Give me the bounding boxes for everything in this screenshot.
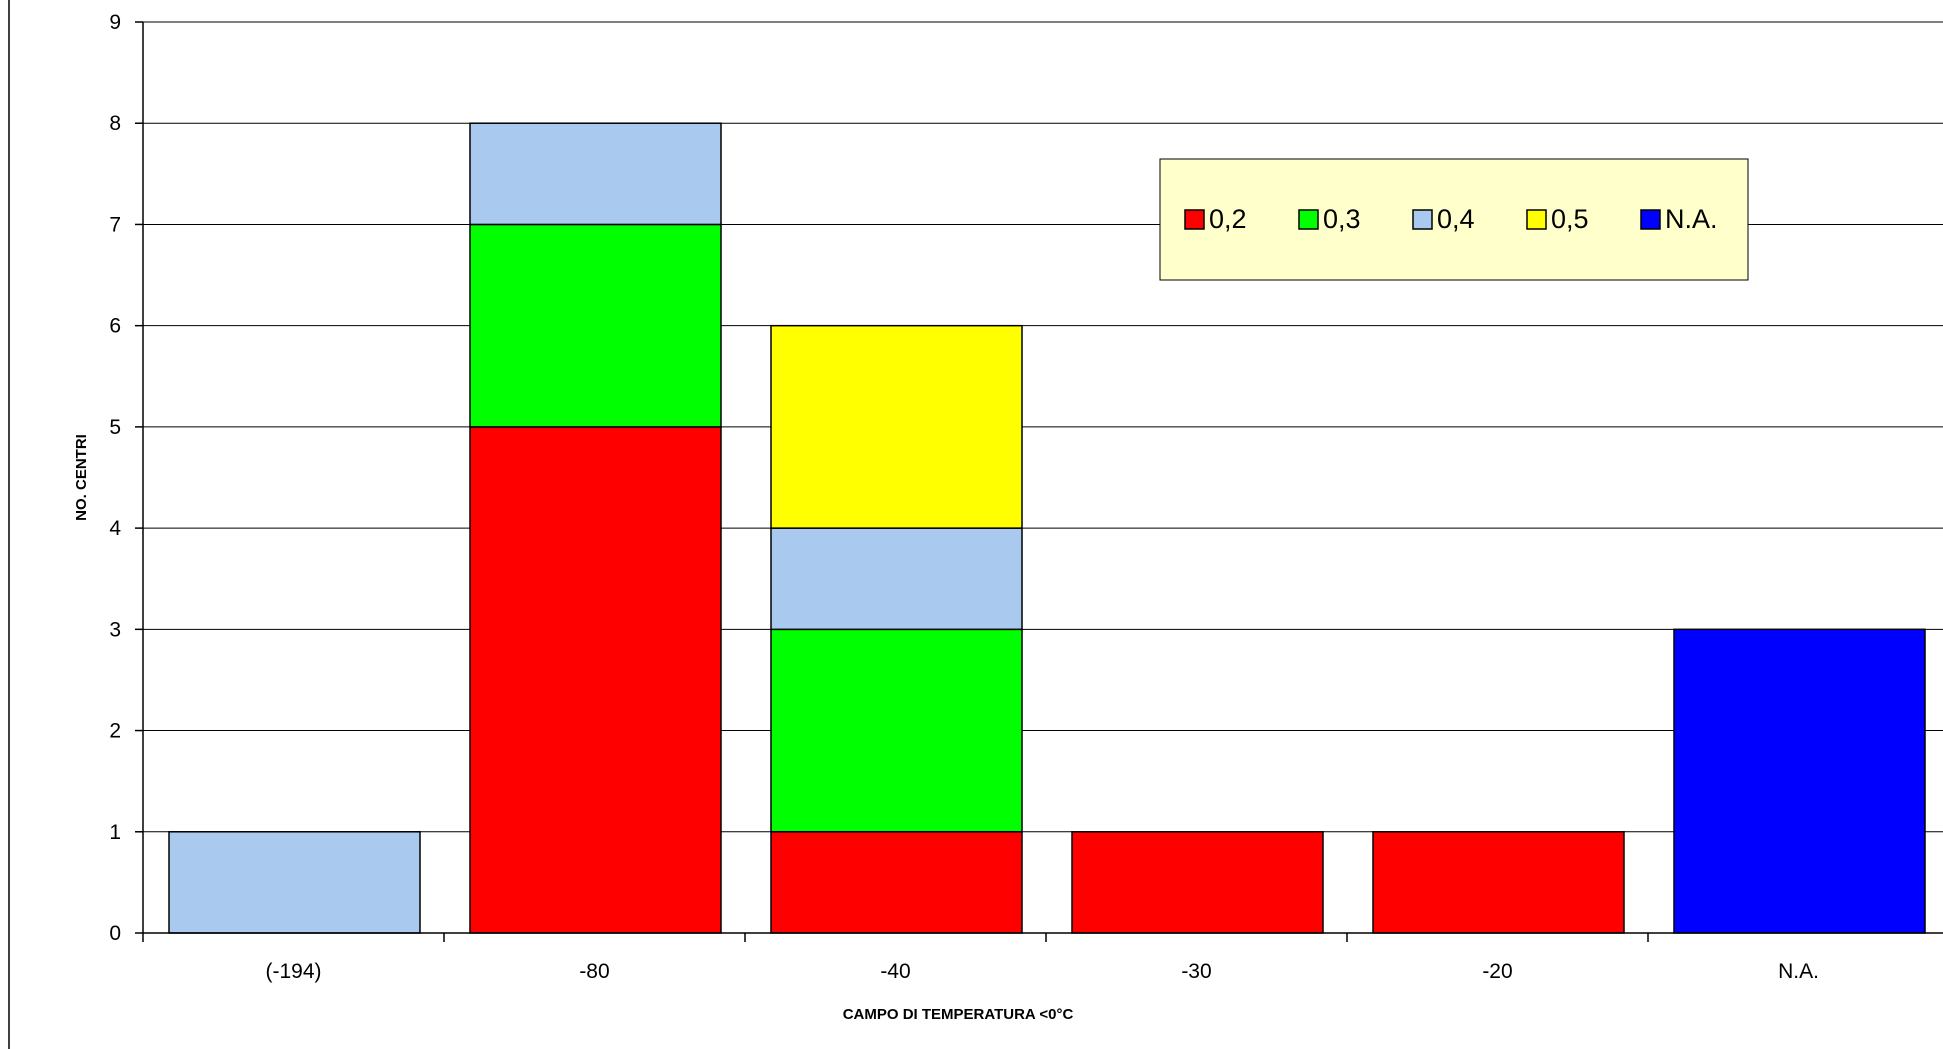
y-tick-label: 0	[109, 922, 121, 945]
y-tick-label: 9	[109, 11, 121, 34]
legend-label: 0,5	[1551, 204, 1589, 234]
y-tick-label: 5	[109, 416, 121, 439]
bar-segment	[469, 426, 722, 934]
y-tick-label: 1	[109, 821, 121, 844]
x-tick-label: -80	[579, 960, 609, 983]
legend-label: N.A.	[1665, 204, 1718, 234]
bar-segment	[1071, 831, 1324, 934]
legend: 0,2 0,3 0,4 0,5 N.A.	[1159, 158, 1749, 281]
bar-segment	[770, 324, 1023, 529]
y-tick-label: 7	[109, 213, 121, 236]
x-tick-label: -30	[1181, 960, 1211, 983]
bar-segment	[770, 628, 1023, 833]
y-axis-title: NO. CENTRI	[73, 434, 90, 521]
legend-swatch	[1298, 209, 1319, 230]
bar-segment	[168, 831, 421, 934]
bar-segment	[469, 223, 722, 428]
bar-segment	[1673, 628, 1926, 934]
x-tick-label: (-194)	[265, 960, 321, 983]
x-tick-label: N.A.	[1778, 960, 1819, 983]
legend-swatch	[1184, 209, 1205, 230]
bar-segment	[1372, 831, 1625, 934]
y-tick-label: 4	[109, 517, 121, 540]
legend-label: 0,4	[1437, 204, 1475, 234]
legend-swatch	[1412, 209, 1433, 230]
y-tick-label: 2	[109, 720, 121, 743]
x-tick-label: -40	[880, 960, 910, 983]
y-tick-label: 8	[109, 112, 121, 135]
legend-swatch	[1526, 209, 1547, 230]
y-tick-label: 6	[109, 315, 121, 338]
bar-segment	[770, 831, 1023, 934]
legend-swatch	[1640, 209, 1661, 230]
x-axis-title: CAMPO DI TEMPERATURA <0°C	[843, 1006, 1074, 1023]
bar-segment	[469, 122, 722, 226]
legend-label: 0,2	[1209, 204, 1247, 234]
x-tick-label: -20	[1482, 960, 1512, 983]
legend-label: 0,3	[1323, 204, 1361, 234]
bar-segment	[770, 527, 1023, 631]
y-tick-label: 3	[109, 618, 121, 641]
